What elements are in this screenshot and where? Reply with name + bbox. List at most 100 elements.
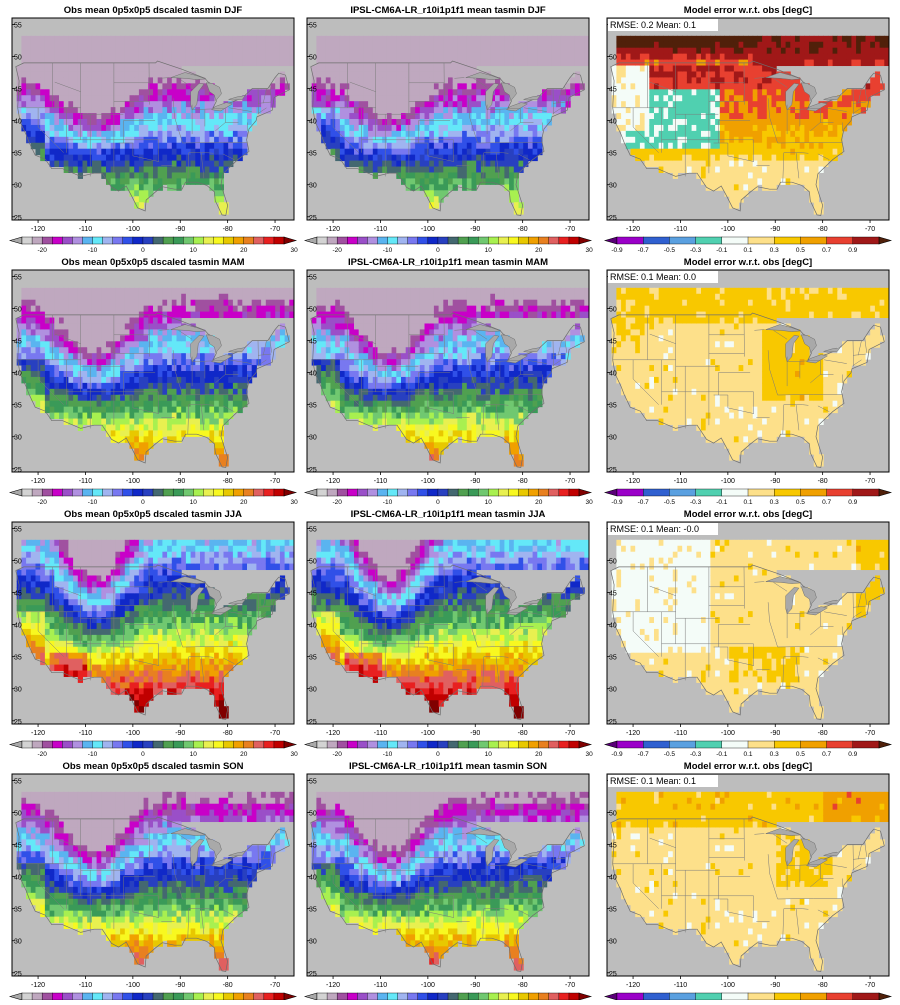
- grid-cell: [73, 413, 78, 419]
- grid-cell: [696, 77, 701, 83]
- grid-cell: [177, 300, 182, 306]
- grid-cell: [476, 60, 481, 66]
- grid-cell: [790, 48, 795, 54]
- grid-cell: [200, 125, 205, 131]
- grid-cell: [97, 83, 102, 89]
- grid-cell: [92, 401, 97, 407]
- grid-cell: [678, 77, 683, 83]
- grid-cell: [83, 101, 88, 107]
- grid-cell: [425, 155, 430, 161]
- grid-cell: [144, 161, 149, 167]
- grid-cell: [767, 161, 772, 167]
- colorbar-swatch: [696, 237, 723, 244]
- grid-cell: [626, 48, 631, 54]
- grid-cell: [125, 101, 130, 107]
- grid-cell: [83, 347, 88, 353]
- grid-cell: [130, 178, 135, 184]
- grid-cell: [626, 89, 631, 95]
- grid-cell: [130, 143, 135, 149]
- grid-cell: [130, 184, 135, 190]
- grid-cell: [363, 42, 368, 48]
- grid-cell: [725, 161, 730, 167]
- grid-cell: [59, 119, 64, 125]
- grid-cell: [134, 167, 139, 173]
- grid-cell: [130, 341, 135, 347]
- grid-cell: [837, 113, 842, 119]
- grid-cell: [21, 329, 26, 335]
- colorbar-swatch: [93, 237, 103, 244]
- grid-cell: [673, 167, 678, 173]
- grid-cell: [50, 306, 55, 312]
- grid-cell: [153, 143, 158, 149]
- grid-cell: [26, 359, 31, 365]
- grid-cell: [54, 288, 59, 294]
- grid-cell: [321, 125, 326, 131]
- grid-cell: [729, 155, 734, 161]
- grid-cell: [790, 178, 795, 184]
- grid-cell: [172, 143, 177, 149]
- grid-cell: [21, 77, 26, 83]
- grid-cell: [181, 113, 186, 119]
- lon-tick-label: -110: [79, 226, 93, 233]
- grid-cell: [481, 60, 486, 66]
- lat-tick-label: 40: [14, 119, 22, 126]
- grid-cell: [748, 66, 753, 72]
- grid-cell: [729, 167, 734, 173]
- grid-cell: [139, 436, 144, 442]
- grid-cell: [177, 77, 182, 83]
- grid-cell: [649, 137, 654, 143]
- grid-cell: [316, 71, 321, 77]
- grid-cell: [734, 83, 739, 89]
- grid-cell: [800, 167, 805, 173]
- grid-cell: [866, 89, 871, 95]
- grid-cell: [101, 42, 106, 48]
- grid-cell: [181, 312, 186, 318]
- grid-cell: [659, 54, 664, 60]
- grid-cell: [490, 48, 495, 54]
- grid-cell: [130, 365, 135, 371]
- grid-cell: [828, 48, 833, 54]
- grid-cell: [59, 54, 64, 60]
- grid-cell: [645, 54, 650, 60]
- grid-cell: [106, 323, 111, 329]
- grid-cell: [453, 89, 458, 95]
- grid-cell: [252, 54, 257, 60]
- grid-cell: [809, 119, 814, 125]
- grid-cell: [729, 66, 734, 72]
- grid-cell: [359, 95, 364, 101]
- grid-cell: [144, 54, 149, 60]
- grid-cell: [139, 377, 144, 383]
- grid-cell: [120, 42, 125, 48]
- grid-cell: [120, 107, 125, 113]
- grid-cell: [753, 172, 758, 178]
- grid-cell: [31, 300, 36, 306]
- grid-cell: [177, 155, 182, 161]
- grid-cell: [833, 48, 838, 54]
- grid-cell: [97, 419, 102, 425]
- grid-cell: [97, 89, 102, 95]
- grid-cell: [144, 113, 149, 119]
- grid-cell: [823, 149, 828, 155]
- grid-cell: [271, 89, 276, 95]
- grid-cell: [167, 288, 172, 294]
- grid-cell: [875, 42, 880, 48]
- grid-cell: [191, 365, 196, 371]
- grid-cell: [209, 300, 214, 306]
- grid-cell: [795, 36, 800, 42]
- grid-cell: [256, 89, 261, 95]
- grid-cell: [856, 42, 861, 48]
- grid-cell: [462, 143, 467, 149]
- grid-cell: [209, 95, 214, 101]
- grid-cell: [130, 71, 135, 77]
- grid-cell: [537, 131, 542, 137]
- grid-cell: [373, 66, 378, 72]
- grid-cell: [59, 306, 64, 312]
- grid-cell: [809, 113, 814, 119]
- grid-cell: [420, 42, 425, 48]
- grid-cell: [59, 113, 64, 119]
- grid-cell: [73, 113, 78, 119]
- grid-cell: [401, 149, 406, 155]
- grid-cell: [191, 371, 196, 377]
- grid-cell: [177, 48, 182, 54]
- grid-cell: [87, 383, 92, 389]
